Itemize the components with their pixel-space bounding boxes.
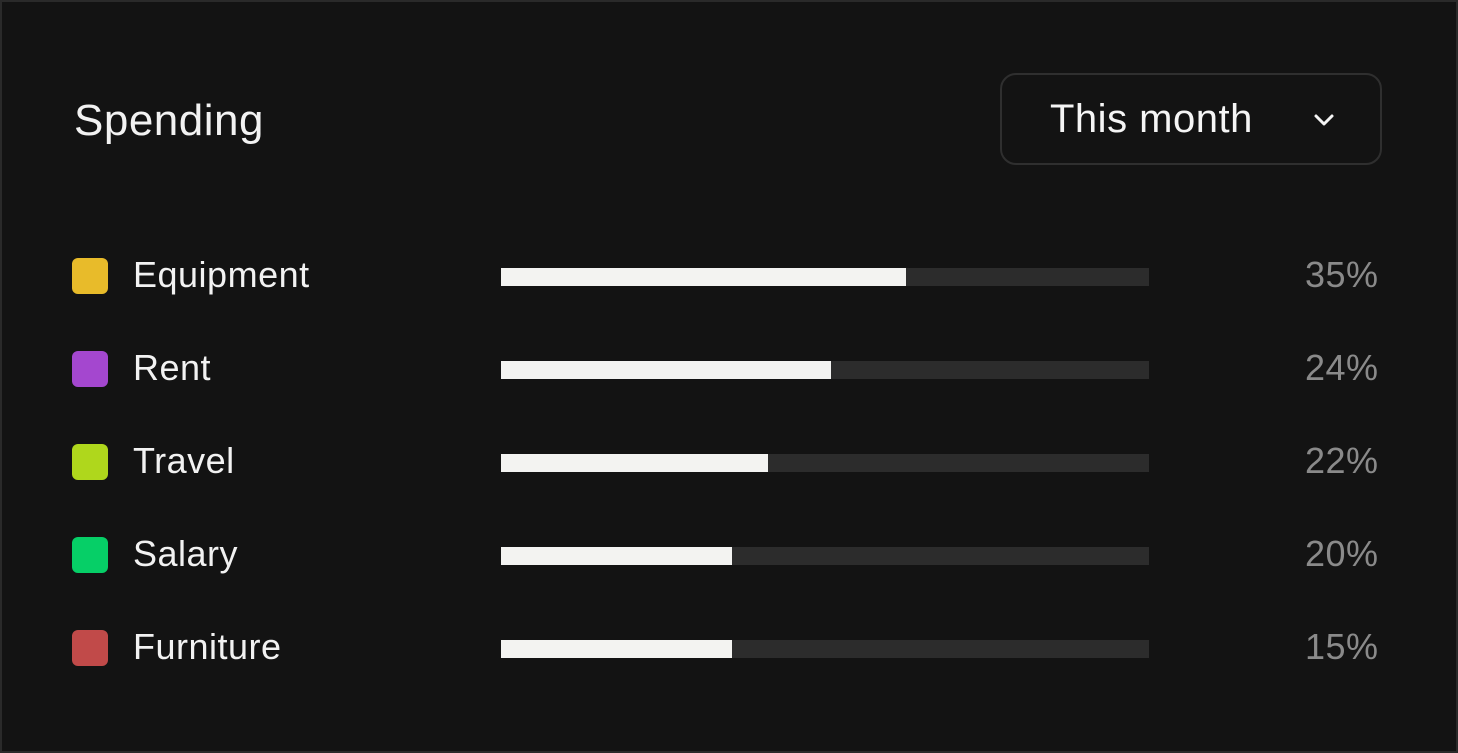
category-percent: 22% (1305, 440, 1379, 481)
rent-color-swatch (72, 351, 108, 387)
period-dropdown-label: This month (1050, 96, 1253, 141)
travel-color-swatch (72, 444, 108, 480)
chevron-down-icon (1314, 114, 1334, 126)
period-dropdown[interactable]: This month (1000, 73, 1382, 165)
category-row-furniture: Furniture 15% (2, 619, 1456, 679)
progress-track (501, 454, 1149, 472)
category-label: Equipment (133, 254, 310, 295)
progress-track (501, 361, 1149, 379)
category-percent: 35% (1305, 254, 1379, 295)
progress-fill (501, 640, 732, 658)
category-percent: 20% (1305, 533, 1379, 574)
progress-track (501, 547, 1149, 565)
progress-fill (501, 268, 906, 286)
progress-track (501, 640, 1149, 658)
category-label: Salary (133, 533, 239, 574)
progress-fill (501, 547, 732, 565)
category-label: Travel (133, 440, 235, 481)
category-row-salary: Salary 20% (2, 526, 1456, 586)
category-label: Furniture (133, 626, 282, 667)
progress-fill (501, 361, 831, 379)
equipment-color-swatch (72, 258, 108, 294)
progress-fill (501, 454, 768, 472)
category-row-travel: Travel 22% (2, 433, 1456, 493)
furniture-color-swatch (72, 630, 108, 666)
salary-color-swatch (72, 537, 108, 573)
progress-track (501, 268, 1149, 286)
category-percent: 24% (1305, 347, 1379, 388)
category-row-rent: Rent 24% (2, 340, 1456, 400)
category-row-equipment: Equipment 35% (2, 247, 1456, 307)
card-title: Spending (74, 96, 264, 145)
category-label: Rent (133, 347, 212, 388)
category-percent: 15% (1305, 626, 1379, 667)
